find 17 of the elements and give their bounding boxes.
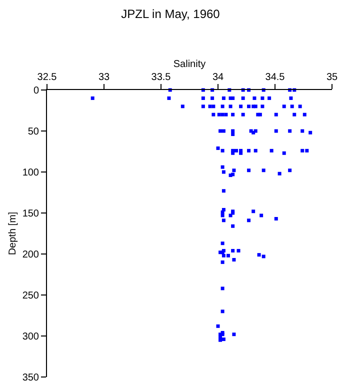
x-tick-label: 32.5 (37, 72, 58, 83)
chart-title: JPZL in May, 1960 (121, 7, 220, 21)
y-tick-label: 100 (22, 168, 40, 178)
x-axis-title: Salinity (173, 59, 206, 70)
y-tick-label: 200 (22, 250, 40, 260)
y-tick-label: 250 (22, 290, 40, 302)
x-tick-label: 34 (212, 72, 224, 83)
y-axis-title: Depth [m] (7, 212, 18, 256)
x-tick-label: 33.5 (151, 72, 172, 83)
y-tick-label: 350 (22, 372, 40, 384)
y-tick-label: 0 (33, 86, 40, 96)
y-tick-label: 150 (22, 208, 40, 220)
x-tick-label: 35 (326, 72, 338, 83)
y-tick-label: 300 (22, 332, 40, 342)
x-tick-label: 34.5 (265, 72, 286, 83)
y-tick-label: 50 (28, 126, 40, 138)
x-tick-label: 33 (98, 72, 110, 83)
